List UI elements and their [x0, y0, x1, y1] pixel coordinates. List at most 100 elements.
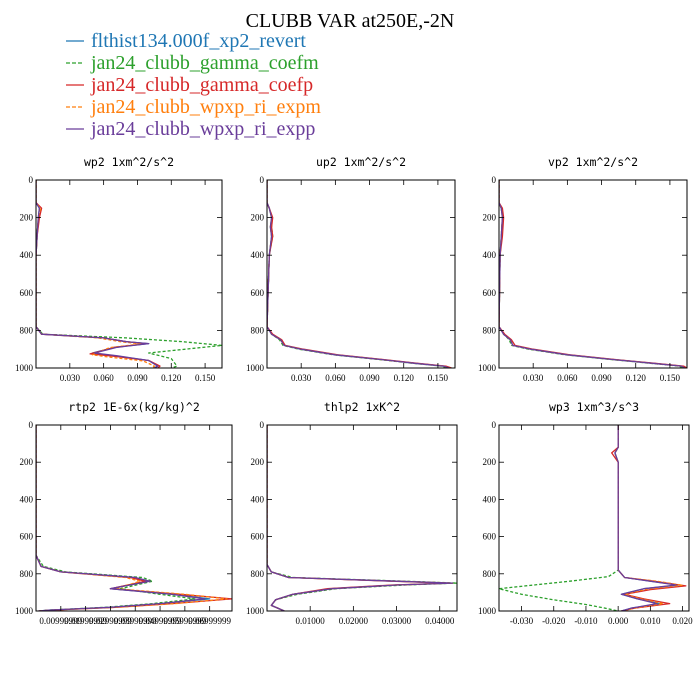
y-tick-label: 600 [251, 288, 265, 298]
series-line-0 [267, 425, 454, 611]
y-tick-label: 400 [483, 250, 497, 260]
y-tick-label: 0 [492, 175, 497, 185]
plot-frame [35, 424, 233, 612]
series-group [267, 180, 452, 368]
y-tick-label: 400 [251, 250, 265, 260]
x-tick-label: 0.030 [523, 373, 544, 383]
panel-title: wp3 1xm^3/s^3 [549, 400, 639, 414]
series-line-1 [36, 425, 196, 611]
x-tick-label: 0.03999999 [114, 616, 157, 626]
x-tick-label: 0.02000 [339, 616, 369, 626]
series-line-4 [36, 425, 206, 611]
legend-item-0: flthist134.000f_xp2_revert [66, 30, 306, 52]
plot-frame [498, 424, 690, 612]
x-tick-label: 0.060 [557, 373, 578, 383]
legend-item-2: jan24_clubb_gamma_coefp [66, 74, 313, 96]
y-tick-label: 0 [29, 175, 34, 185]
plot-frame [266, 179, 456, 369]
series-group [267, 425, 457, 611]
x-tick-label: 0.150 [660, 373, 681, 383]
y-tick-label: 800 [20, 325, 34, 335]
series-line-3 [36, 180, 156, 368]
y-tick-label: 1000 [15, 363, 34, 373]
y-tick-label: 800 [251, 325, 265, 335]
y-tick-label: 0 [29, 420, 34, 430]
x-tick-label: -0.020 [542, 616, 566, 626]
legend-label-4: jan24_clubb_wpxp_ri_expp [90, 118, 315, 140]
x-tick-label: 0.150 [428, 373, 449, 383]
x-tick-label: 0.01000 [296, 616, 326, 626]
series-line-0 [36, 425, 211, 611]
series-line-3 [267, 425, 454, 611]
x-tick-label: 0.04000 [425, 616, 455, 626]
legend-item-1: jan24_clubb_gamma_coefm [66, 52, 319, 74]
x-tick-label: 0.150 [195, 373, 216, 383]
legend-item-3: jan24_clubb_wpxp_ri_expm [66, 96, 321, 118]
series-line-2 [499, 180, 687, 368]
y-tick-label: 400 [20, 250, 34, 260]
plot-frame [35, 179, 223, 369]
y-tick-label: 600 [20, 288, 34, 298]
series-line-1 [267, 180, 448, 368]
series-line-3 [499, 180, 686, 368]
series-line-4 [499, 180, 686, 368]
panel-6: wp3 1xm^3/s^3 0 200 400 600 800 1000 -0.030 -0.0… [478, 400, 693, 626]
x-tick-label: 0.01999999 [64, 616, 107, 626]
x-tick-label: 0.030 [60, 373, 81, 383]
panel-title: wp2 1xm^2/s^2 [84, 155, 174, 169]
legend-label-0: flthist134.000f_xp2_revert [91, 30, 306, 52]
legend-label-3: jan24_clubb_wpxp_ri_expm [90, 96, 321, 118]
y-tick-label: 200 [251, 457, 265, 467]
panel-5: thlp2 1xK^2 0 200 400 600 800 1000 0.01000 0.020… [246, 400, 458, 626]
series-line-0 [499, 180, 686, 368]
y-tick-label: 1000 [246, 606, 265, 616]
x-tick-label: 0.120 [161, 373, 182, 383]
x-tick-label: -0.030 [510, 616, 534, 626]
x-tick-label: 0.090 [359, 373, 380, 383]
y-tick-label: 800 [483, 569, 497, 579]
series-line-4 [36, 180, 159, 368]
y-tick-label: 200 [483, 213, 497, 223]
panel-2: up2 1xm^2/s^2 0 200 400 600 800 1000 0.030 0.060… [246, 155, 456, 383]
x-tick-label: 0.030 [291, 373, 312, 383]
panel-1: wp2 1xm^2/s^2 0 200 400 600 800 1000 0.030 0.060… [15, 155, 223, 383]
legend-label-1: jan24_clubb_gamma_coefm [90, 52, 319, 74]
y-tick-label: 200 [20, 213, 34, 223]
series-line-1 [267, 425, 457, 611]
series-line-2 [611, 425, 687, 611]
x-tick-label: 0.090 [127, 373, 148, 383]
y-tick-label: 400 [20, 494, 34, 504]
series-line-4 [267, 425, 454, 611]
panel-title: vp2 1xm^2/s^2 [548, 155, 638, 169]
y-tick-label: 1000 [478, 363, 497, 373]
y-tick-label: 0 [260, 175, 265, 185]
y-tick-label: 600 [251, 532, 265, 542]
panel-3: vp2 1xm^2/s^2 0 200 400 600 800 1000 0.030 0.060… [478, 155, 688, 383]
x-tick-label: 0.06999999 [188, 616, 231, 626]
y-tick-label: 200 [251, 213, 265, 223]
series-group [499, 180, 687, 368]
legend: flthist134.000f_xp2_revertjan24_clubb_ga… [66, 30, 321, 140]
legend-item-4: jan24_clubb_wpxp_ri_expp [66, 118, 315, 140]
y-tick-label: 400 [483, 494, 497, 504]
y-tick-label: 1000 [478, 606, 497, 616]
x-tick-label: 0.060 [325, 373, 346, 383]
series-line-2 [267, 180, 452, 368]
x-tick-label: 0.120 [394, 373, 415, 383]
plot-frame [498, 179, 688, 369]
y-tick-label: 1000 [246, 363, 265, 373]
series-line-1 [36, 180, 222, 368]
figure-title: CLUBB VAR at250E,-2N [246, 10, 455, 32]
panel-title: thlp2 1xK^2 [324, 400, 400, 414]
x-tick-label: 0.04999999 [139, 616, 182, 626]
panel-4: rtp2 1E-6x(kg/kg)^2 0 200 400 600 800 1000 0.00… [15, 400, 233, 626]
series-line-2 [36, 425, 232, 611]
x-tick-label: 0.02999999 [89, 616, 132, 626]
x-tick-label: 0.03000 [382, 616, 412, 626]
x-tick-label: 0.00999999 [39, 616, 82, 626]
series-line-1 [499, 180, 683, 368]
y-tick-label: 200 [20, 457, 34, 467]
series-line-3 [267, 180, 450, 368]
series-line-4 [267, 180, 450, 368]
y-tick-label: 800 [20, 569, 34, 579]
